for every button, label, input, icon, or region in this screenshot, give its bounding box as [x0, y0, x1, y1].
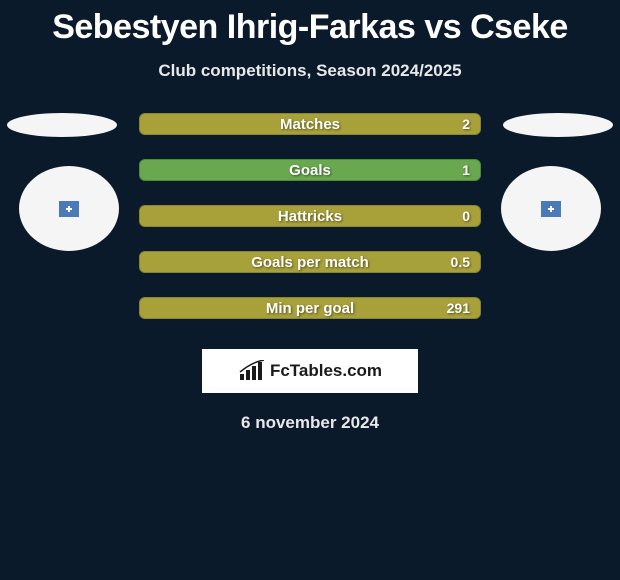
chart-bars-icon — [238, 360, 266, 382]
subtitle: Club competitions, Season 2024/2025 — [0, 61, 620, 81]
stat-bar-goals-per-match: Goals per match 0.5 — [139, 251, 481, 273]
stat-bar-min-per-goal: Min per goal 291 — [139, 297, 481, 319]
stat-bar-hattricks: Hattricks 0 — [139, 205, 481, 227]
right-team-badge — [501, 166, 601, 251]
stat-label: Hattricks — [278, 208, 342, 225]
stat-label: Matches — [280, 116, 340, 133]
stat-value: 1 — [462, 162, 470, 178]
comparison-area: Matches 2 Goals 1 Hattricks 0 Goals per … — [0, 113, 620, 319]
date-text: 6 november 2024 — [0, 413, 620, 433]
brand-watermark: FcTables.com — [202, 349, 418, 393]
brand-text: FcTables.com — [270, 361, 382, 381]
stat-value: 0.5 — [451, 254, 470, 270]
stat-value: 0 — [462, 208, 470, 224]
stat-bar-matches: Matches 2 — [139, 113, 481, 135]
left-team-badge — [19, 166, 119, 251]
right-ellipse-decor — [503, 113, 613, 137]
stat-label: Min per goal — [266, 300, 354, 317]
shield-icon — [59, 201, 79, 217]
stat-bars: Matches 2 Goals 1 Hattricks 0 Goals per … — [139, 113, 481, 319]
stat-label: Goals — [289, 162, 331, 179]
stat-value: 291 — [447, 300, 470, 316]
left-ellipse-decor — [7, 113, 117, 137]
page-title: Sebestyen Ihrig-Farkas vs Cseke — [0, 0, 620, 47]
stat-bar-goals: Goals 1 — [139, 159, 481, 181]
shield-icon — [541, 201, 561, 217]
stat-value: 2 — [462, 116, 470, 132]
stat-label: Goals per match — [251, 254, 369, 271]
